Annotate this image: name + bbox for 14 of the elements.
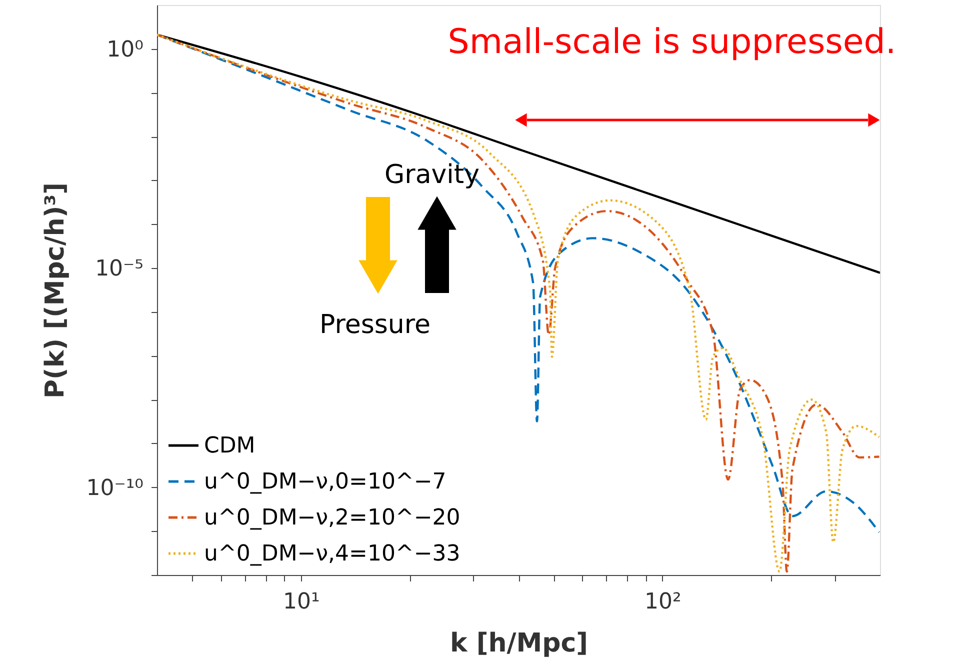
legend-label: CDM <box>204 434 256 458</box>
legend-label: u^0_DM−ν,2=10^−20 <box>204 506 460 530</box>
annotation: Small-scale is suppressed. <box>448 22 896 62</box>
y-tick-label: 10⁻⁵ <box>95 256 144 282</box>
annotation: Pressure <box>319 310 431 340</box>
legend-label: u^0_DM−ν,0=10^−7 <box>204 470 446 494</box>
x-tick-label: 10¹ <box>282 590 320 614</box>
x-tick-label: 10² <box>644 590 682 614</box>
y-tick-label: 10⁻¹⁰ <box>86 476 144 501</box>
y-axis-title: P(k) [(Mpc/h)³] <box>40 182 70 398</box>
legend-label: u^0_DM−ν,4=10^−33 <box>204 542 460 566</box>
x-axis-title: k [h/Mpc] <box>450 628 588 658</box>
annotation: Gravity <box>384 160 480 190</box>
y-tick-label: 10⁰ <box>106 37 144 62</box>
